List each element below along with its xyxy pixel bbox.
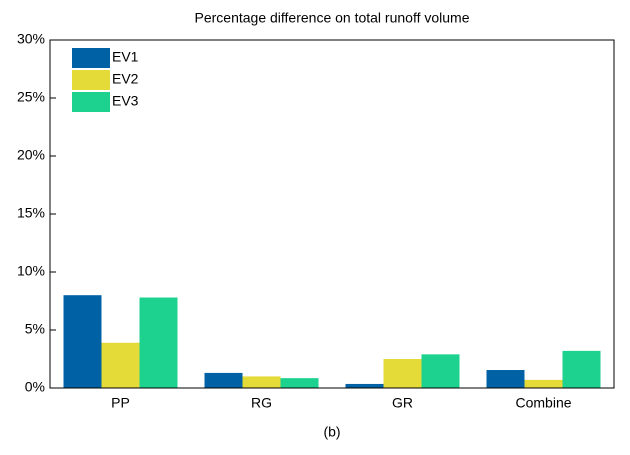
x-tick-label: GR	[392, 395, 413, 411]
plot-frame	[49, 39, 615, 389]
bar	[139, 297, 178, 388]
y-tick-label: 20%	[17, 147, 45, 163]
x-tick-label: PP	[111, 395, 130, 411]
x-tick-label: Combine	[515, 395, 571, 411]
bar	[101, 342, 140, 388]
y-tick-label: 25%	[17, 89, 45, 105]
bar	[562, 350, 601, 388]
legend-label: EV3	[112, 93, 139, 109]
bar	[242, 376, 281, 388]
legend-swatch	[72, 48, 110, 68]
bar	[345, 383, 384, 388]
y-tick-label: 15%	[17, 205, 45, 221]
legend-label: EV2	[112, 71, 139, 87]
y-tick-label: 0%	[25, 379, 45, 395]
bar	[280, 378, 319, 388]
bar	[204, 372, 243, 388]
x-tick-label: RG	[251, 395, 272, 411]
bar	[524, 379, 563, 388]
y-tick-label: 5%	[25, 321, 45, 337]
bar	[63, 295, 102, 388]
legend-swatch	[72, 92, 110, 112]
y-tick-label: 30%	[17, 31, 45, 47]
bar	[383, 359, 422, 388]
legend-swatch	[72, 70, 110, 90]
chart-title: Percentage difference on total runoff vo…	[195, 10, 470, 26]
legend-label: EV1	[112, 49, 139, 65]
bar	[421, 354, 460, 388]
x-axis-label: (b)	[323, 424, 340, 440]
y-tick-label: 10%	[17, 263, 45, 279]
bar	[486, 370, 525, 388]
